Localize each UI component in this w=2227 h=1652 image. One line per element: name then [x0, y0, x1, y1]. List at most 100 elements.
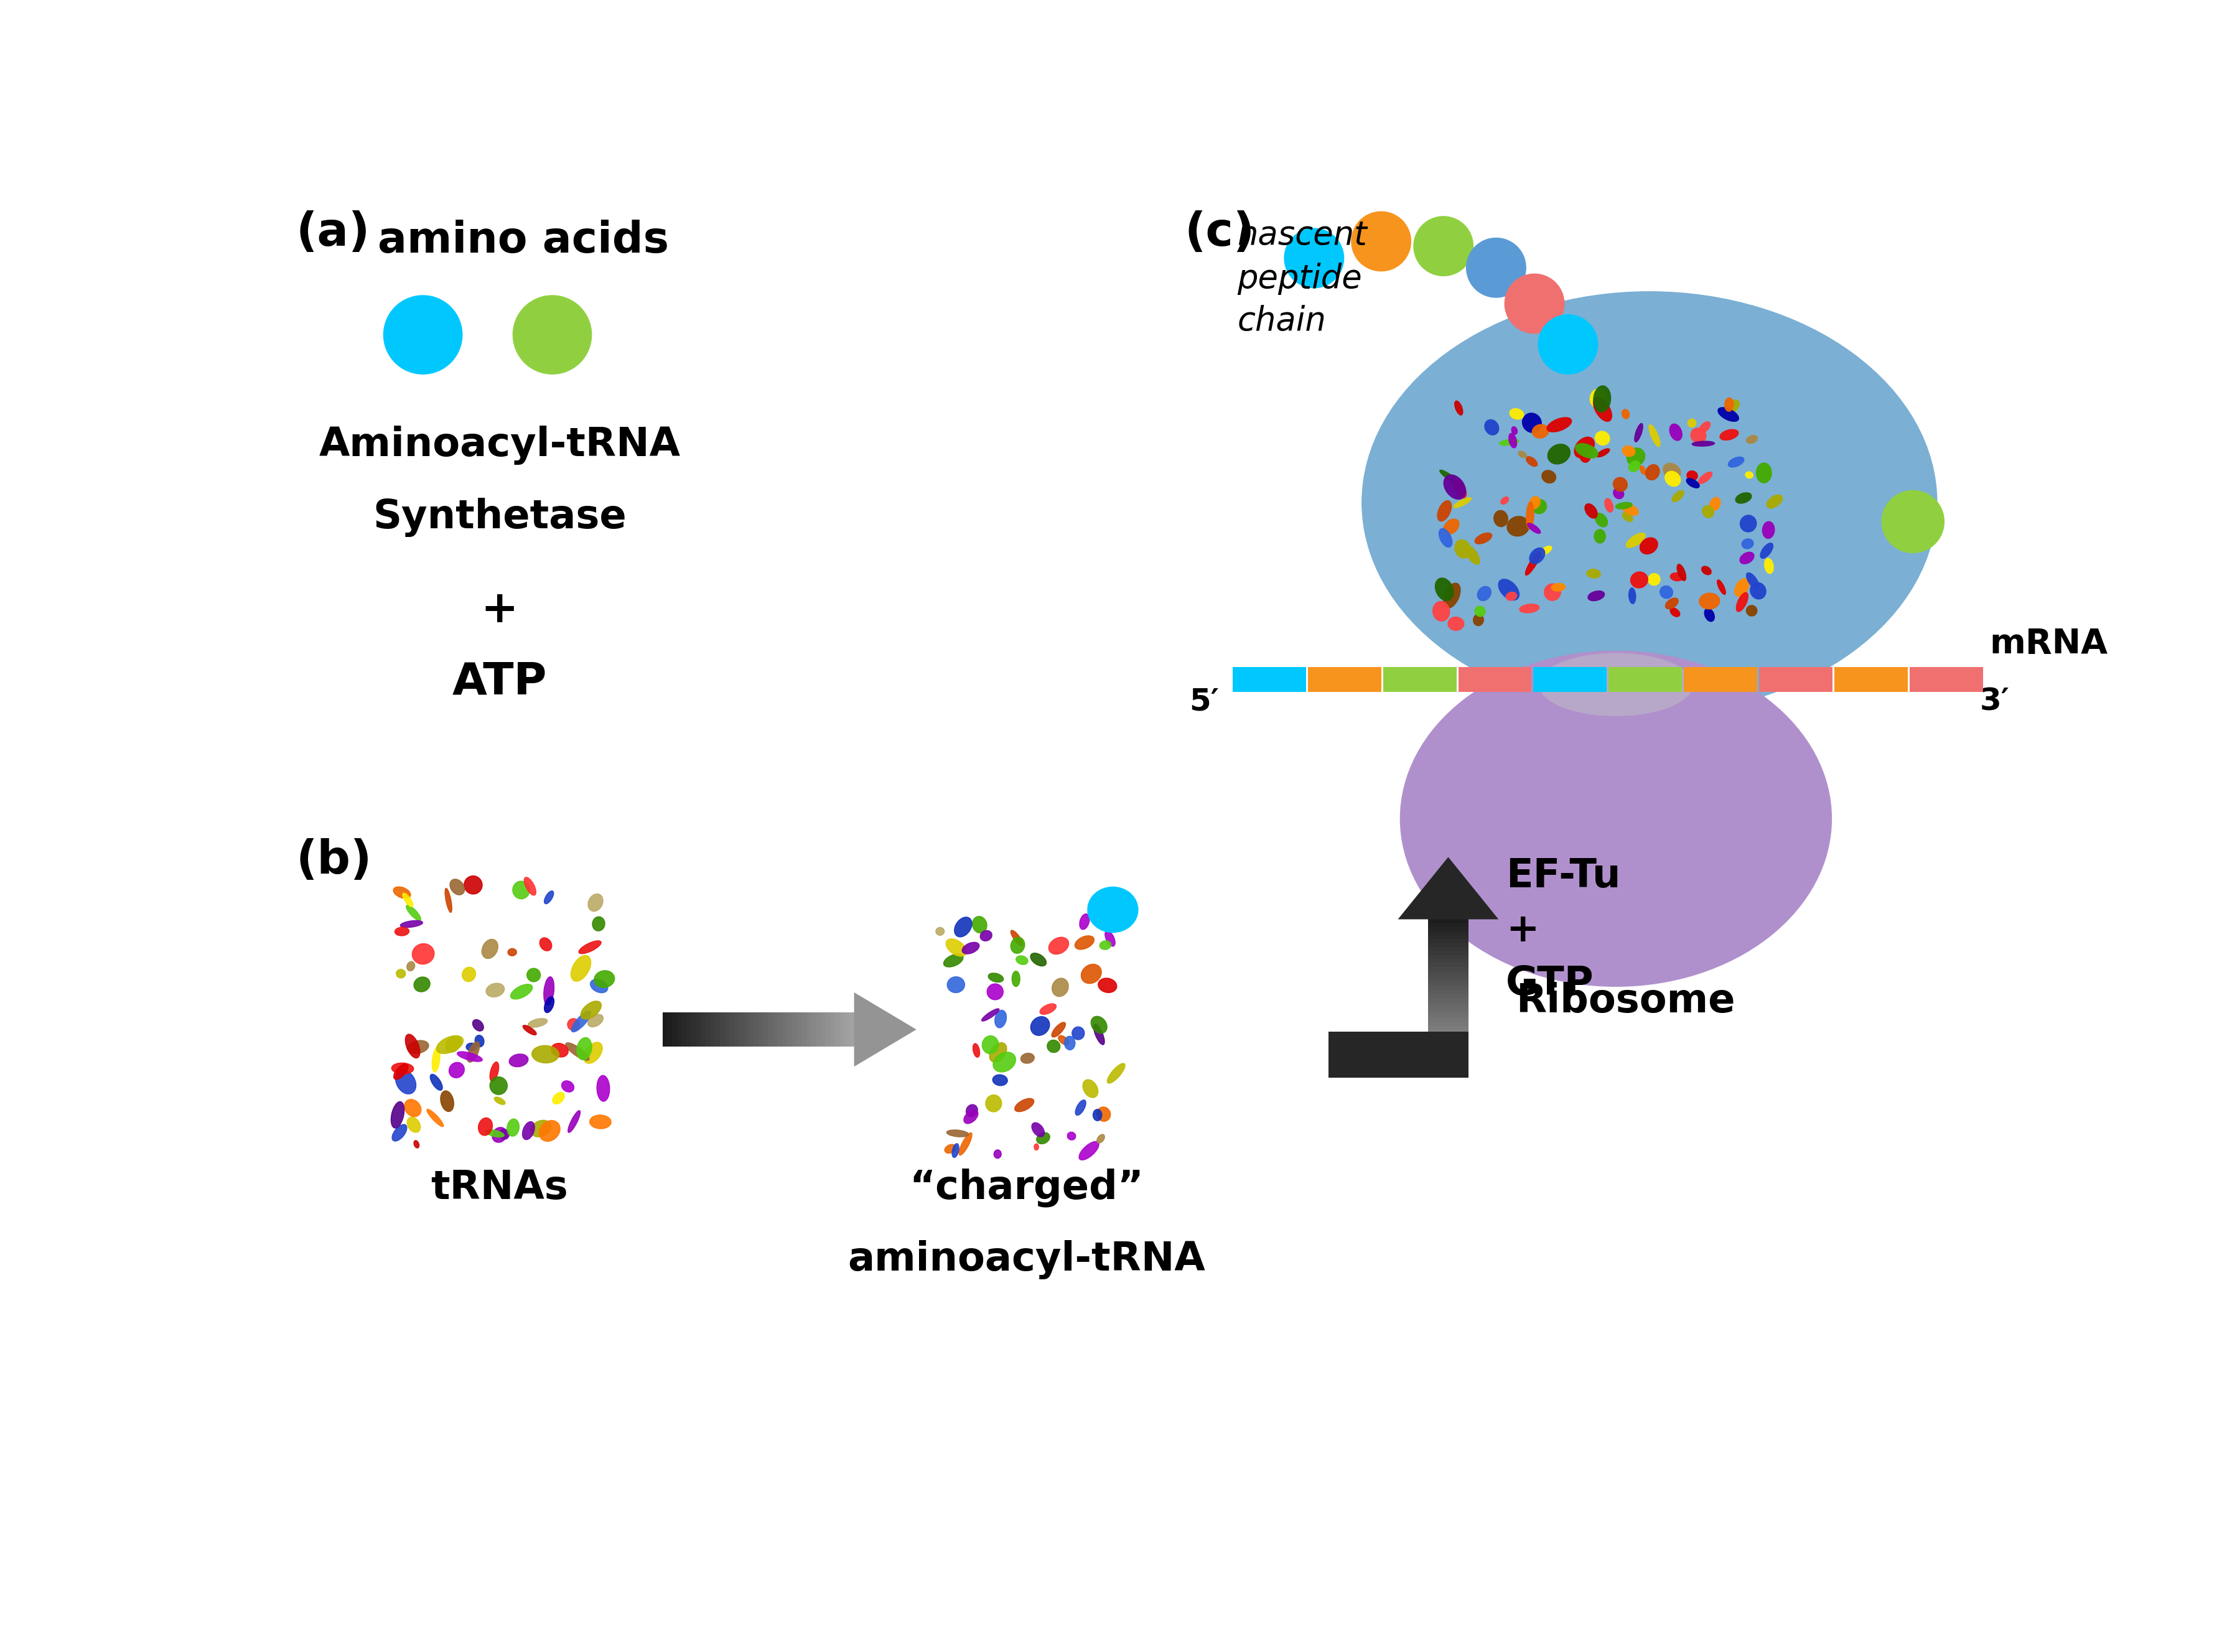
- Ellipse shape: [1494, 510, 1508, 527]
- Ellipse shape: [472, 1019, 483, 1031]
- Bar: [1363, 1032, 1370, 1077]
- Ellipse shape: [1031, 1123, 1044, 1137]
- Ellipse shape: [1080, 914, 1089, 930]
- Ellipse shape: [408, 961, 414, 971]
- Ellipse shape: [1443, 519, 1459, 534]
- Ellipse shape: [463, 876, 483, 894]
- Bar: [1909, 667, 1982, 692]
- Ellipse shape: [1628, 448, 1646, 466]
- Ellipse shape: [1595, 529, 1606, 544]
- Bar: [1428, 919, 1468, 923]
- Ellipse shape: [1071, 1028, 1085, 1039]
- Ellipse shape: [993, 1052, 1016, 1072]
- Bar: [835, 1013, 840, 1047]
- Ellipse shape: [494, 1097, 506, 1105]
- Bar: [1428, 1069, 1468, 1074]
- Ellipse shape: [441, 1090, 454, 1112]
- Ellipse shape: [590, 1115, 610, 1128]
- Ellipse shape: [1548, 418, 1572, 431]
- Ellipse shape: [1746, 605, 1757, 616]
- Ellipse shape: [1532, 425, 1548, 438]
- Ellipse shape: [1574, 443, 1599, 458]
- Ellipse shape: [528, 968, 541, 981]
- Circle shape: [1539, 314, 1597, 373]
- Ellipse shape: [457, 1052, 483, 1062]
- Bar: [1428, 1049, 1468, 1054]
- Ellipse shape: [964, 1110, 978, 1123]
- Bar: [1461, 1032, 1468, 1077]
- Bar: [668, 1013, 673, 1047]
- Ellipse shape: [1508, 433, 1517, 448]
- Ellipse shape: [1474, 534, 1492, 544]
- Bar: [1534, 667, 1608, 692]
- Ellipse shape: [394, 1064, 408, 1079]
- Bar: [673, 1013, 677, 1047]
- Ellipse shape: [1728, 458, 1744, 468]
- Ellipse shape: [1474, 615, 1483, 626]
- Ellipse shape: [1080, 1142, 1098, 1160]
- Ellipse shape: [1510, 408, 1523, 420]
- Bar: [806, 1013, 811, 1047]
- Ellipse shape: [1739, 515, 1757, 532]
- Ellipse shape: [595, 971, 615, 988]
- Ellipse shape: [1648, 425, 1659, 446]
- Ellipse shape: [394, 927, 410, 935]
- Ellipse shape: [1588, 591, 1603, 601]
- Bar: [1428, 958, 1468, 963]
- Ellipse shape: [1672, 491, 1684, 502]
- Bar: [1405, 1032, 1412, 1077]
- Ellipse shape: [1742, 539, 1753, 548]
- Ellipse shape: [396, 970, 405, 978]
- Ellipse shape: [1443, 474, 1465, 499]
- Ellipse shape: [1686, 479, 1699, 487]
- Ellipse shape: [432, 1047, 441, 1072]
- Ellipse shape: [1699, 593, 1719, 610]
- Bar: [661, 1013, 668, 1047]
- Ellipse shape: [1717, 580, 1726, 595]
- Ellipse shape: [1051, 1023, 1065, 1037]
- Ellipse shape: [463, 966, 477, 981]
- Ellipse shape: [405, 1034, 421, 1057]
- Ellipse shape: [490, 1062, 499, 1082]
- Ellipse shape: [1586, 504, 1597, 519]
- Ellipse shape: [1530, 548, 1546, 563]
- Ellipse shape: [1011, 937, 1024, 953]
- Ellipse shape: [1595, 431, 1610, 444]
- Ellipse shape: [1635, 423, 1644, 441]
- Ellipse shape: [392, 1062, 414, 1074]
- Ellipse shape: [396, 1070, 416, 1094]
- Ellipse shape: [1574, 438, 1595, 458]
- Bar: [1370, 1032, 1379, 1077]
- Ellipse shape: [523, 877, 537, 895]
- Ellipse shape: [583, 1042, 601, 1064]
- Bar: [773, 1013, 777, 1047]
- Ellipse shape: [1666, 598, 1679, 610]
- Text: amino acids: amino acids: [379, 220, 668, 261]
- Ellipse shape: [523, 1122, 534, 1140]
- Bar: [1428, 1066, 1468, 1069]
- Ellipse shape: [1539, 547, 1552, 555]
- Text: +: +: [481, 588, 519, 631]
- Bar: [681, 1013, 686, 1047]
- Bar: [777, 1013, 782, 1047]
- Ellipse shape: [1454, 401, 1463, 415]
- Ellipse shape: [1011, 930, 1022, 947]
- Ellipse shape: [568, 1019, 579, 1031]
- Bar: [1399, 1032, 1405, 1077]
- Bar: [748, 1013, 753, 1047]
- Ellipse shape: [1439, 529, 1452, 547]
- Ellipse shape: [552, 1044, 568, 1057]
- Bar: [1428, 1057, 1468, 1062]
- Ellipse shape: [980, 930, 991, 942]
- Ellipse shape: [414, 1140, 419, 1148]
- Ellipse shape: [481, 940, 499, 958]
- Bar: [1428, 986, 1468, 991]
- Bar: [1428, 935, 1468, 938]
- Ellipse shape: [1076, 1100, 1087, 1115]
- Text: ATP: ATP: [452, 661, 548, 704]
- Ellipse shape: [1764, 558, 1773, 573]
- Ellipse shape: [1597, 449, 1610, 458]
- Ellipse shape: [1519, 605, 1539, 613]
- Bar: [1330, 1032, 1336, 1077]
- Ellipse shape: [450, 1062, 465, 1077]
